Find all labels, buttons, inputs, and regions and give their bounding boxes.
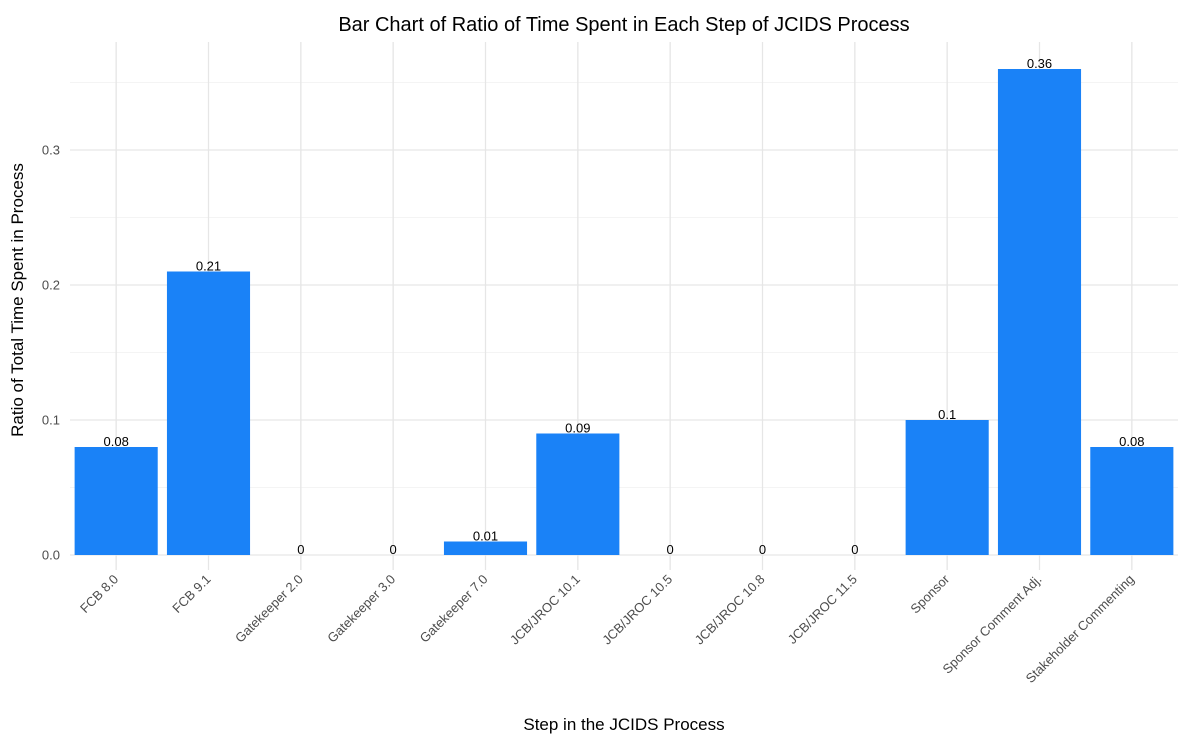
x-tick-label-5: JCB/JROC 10.1: [507, 572, 583, 648]
x-tick-label-4: Gatekeeper 7.0: [417, 572, 491, 646]
x-tick-label-0: FCB 8.0: [77, 572, 121, 616]
bar-5: [536, 433, 620, 555]
x-tick-label-6: JCB/JROC 10.5: [599, 572, 675, 648]
data-label-9: 0.1: [938, 407, 956, 422]
x-tick-label-10: Sponsor Comment Adj.: [939, 572, 1044, 677]
data-label-7: 0: [759, 542, 766, 557]
data-label-2: 0: [297, 542, 304, 557]
x-tick-label-2: Gatekeeper 2.0: [232, 572, 306, 646]
x-tick-label-1: FCB 9.1: [169, 572, 213, 616]
bars-group: [74, 69, 1174, 555]
data-labels-group: 0.08 0.21 0 0 0.01 0.09 0 0 0 0.1 0.36 0.08: [104, 56, 1145, 557]
x-tick-label-11: Stakeholder Commenting: [1023, 572, 1137, 686]
bar-10: [997, 69, 1082, 555]
data-label-3: 0: [390, 542, 397, 557]
data-label-6: 0: [667, 542, 674, 557]
bar-0: [74, 447, 158, 555]
y-tick-label-3: 0.3: [42, 143, 60, 158]
y-axis-ticks: 0.0 0.1 0.2 0.3: [42, 143, 60, 563]
x-tick-label-8: JCB/JROC 11.5: [785, 572, 860, 647]
x-axis-title: Step in the JCIDS Process: [523, 715, 724, 734]
data-label-11: 0.08: [1119, 434, 1144, 449]
y-tick-label-0: 0.0: [42, 548, 60, 563]
data-label-1: 0.21: [196, 259, 221, 274]
x-tick-label-3: Gatekeeper 3.0: [324, 572, 398, 646]
y-tick-label-1: 0.1: [42, 413, 60, 428]
chart-title: Bar Chart of Ratio of Time Spent in Each…: [338, 14, 909, 36]
bar-4: [443, 541, 528, 555]
data-label-10: 0.36: [1027, 56, 1052, 71]
x-tick-label-7: JCB/JROC 10.8: [692, 572, 768, 648]
x-axis-ticks: FCB 8.0 FCB 9.1 Gatekeeper 2.0 Gatekeeper 3…: [77, 571, 1137, 686]
data-label-0: 0.08: [104, 434, 129, 449]
bar-1: [166, 271, 251, 555]
data-label-8: 0: [851, 542, 858, 557]
data-label-4: 0.01: [473, 529, 498, 544]
x-tick-label-9: Sponsor: [907, 571, 952, 616]
bar-9: [905, 420, 989, 555]
data-label-5: 0.09: [565, 421, 590, 436]
y-axis-title: Ratio of Total Time Spent in Process: [8, 163, 27, 437]
bar-11: [1090, 447, 1174, 555]
y-tick-label-2: 0.2: [42, 278, 60, 293]
